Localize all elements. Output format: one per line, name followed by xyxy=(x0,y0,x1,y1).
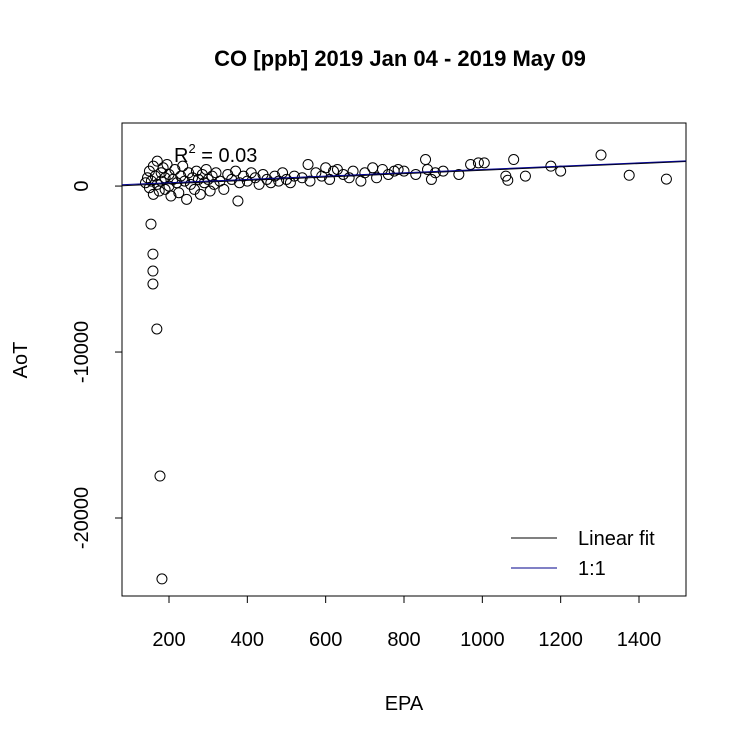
point xyxy=(153,185,165,197)
point xyxy=(230,165,242,177)
point xyxy=(367,162,379,174)
point xyxy=(147,278,159,290)
point xyxy=(204,185,216,197)
y-axis-label: AoT xyxy=(10,342,32,379)
point xyxy=(147,265,159,277)
point xyxy=(519,170,531,182)
point xyxy=(151,323,163,335)
point xyxy=(169,163,181,175)
point xyxy=(304,175,316,187)
point xyxy=(392,163,404,175)
point xyxy=(156,573,168,585)
point xyxy=(343,172,355,184)
point xyxy=(331,163,343,175)
y-tick-label: -10000 xyxy=(71,321,93,383)
annotation-sup: 2 xyxy=(188,141,195,156)
y-tick-label: 0 xyxy=(71,181,93,192)
point xyxy=(410,168,422,180)
point xyxy=(359,167,371,179)
chart-title: CO [ppb] 2019 Jan 04 - 2019 May 09 xyxy=(214,46,586,71)
annotation: R2 = 0.03 xyxy=(174,141,257,167)
point xyxy=(288,170,300,182)
point xyxy=(420,154,432,166)
annotation-base: R xyxy=(174,145,188,167)
point xyxy=(555,165,567,177)
point xyxy=(218,183,230,195)
fit-line xyxy=(122,160,686,186)
point xyxy=(194,188,206,200)
x-axis-label: EPA xyxy=(385,693,424,715)
point xyxy=(302,158,314,170)
x-tick-label: 600 xyxy=(309,629,342,651)
point xyxy=(147,248,159,260)
legend-label: 1:1 xyxy=(578,558,606,580)
point xyxy=(181,193,193,205)
point xyxy=(232,195,244,207)
point xyxy=(508,154,520,166)
x-tick-label: 400 xyxy=(231,629,264,651)
point xyxy=(502,174,514,186)
point xyxy=(478,157,490,169)
legend-label: Linear fit xyxy=(578,528,655,550)
point xyxy=(147,188,159,200)
y-tick-label: -20000 xyxy=(71,487,93,549)
point xyxy=(623,169,635,181)
x-tick-label: 800 xyxy=(387,629,420,651)
point xyxy=(151,155,163,167)
point xyxy=(143,182,155,194)
point xyxy=(660,173,672,185)
point xyxy=(154,470,166,482)
x-tick-label: 200 xyxy=(152,629,185,651)
point xyxy=(265,177,277,189)
point xyxy=(249,172,261,184)
point xyxy=(595,149,607,161)
fit-line xyxy=(122,161,686,187)
point xyxy=(234,177,245,189)
point xyxy=(281,173,292,185)
point xyxy=(376,163,388,175)
annotation-rest: = 0.03 xyxy=(196,145,258,167)
point xyxy=(159,183,171,195)
point xyxy=(337,168,349,180)
point xyxy=(371,172,383,184)
point xyxy=(453,168,465,180)
x-tick-label: 1200 xyxy=(538,629,583,651)
point xyxy=(422,163,433,175)
x-tick-label: 1400 xyxy=(617,629,662,651)
x-tick-label: 1000 xyxy=(460,629,505,651)
point xyxy=(320,162,332,174)
point xyxy=(145,218,157,230)
point xyxy=(173,187,185,199)
point xyxy=(208,178,220,190)
point xyxy=(398,165,410,177)
point xyxy=(165,190,177,202)
point xyxy=(177,160,189,172)
point xyxy=(472,157,484,169)
point xyxy=(425,173,437,185)
